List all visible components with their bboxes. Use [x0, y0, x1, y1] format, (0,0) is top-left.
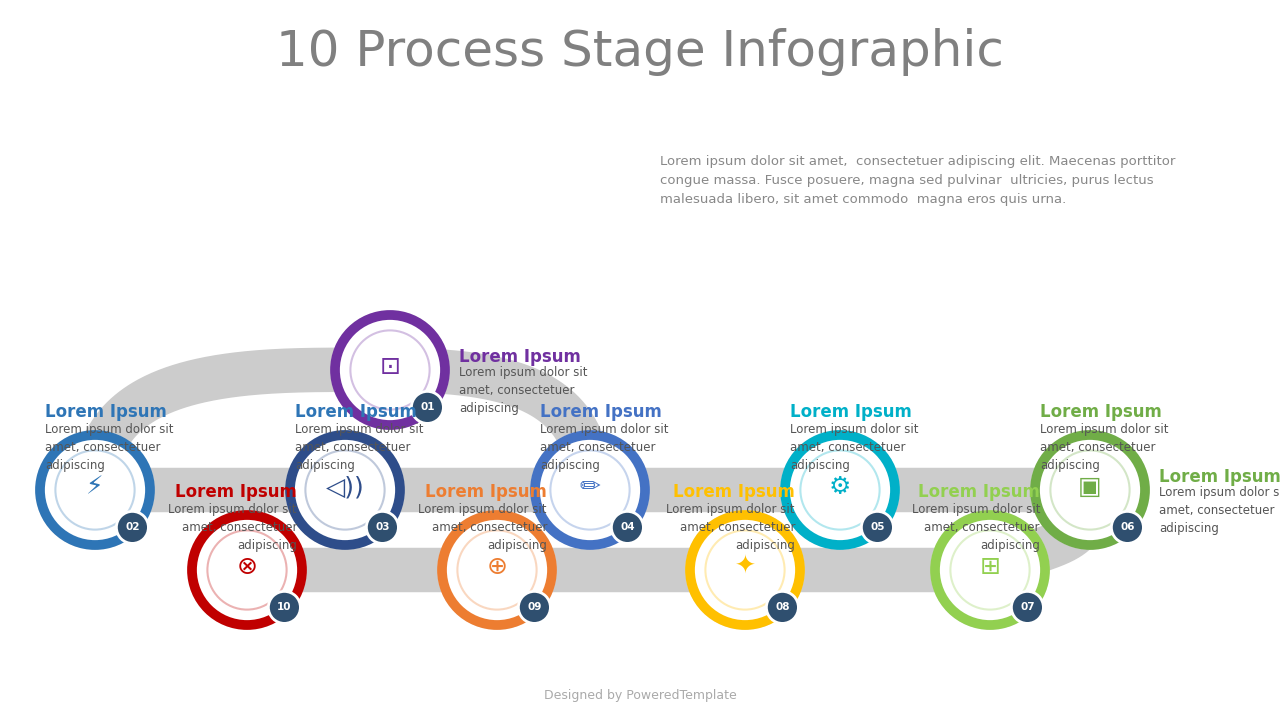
- Circle shape: [690, 515, 800, 625]
- Circle shape: [612, 511, 644, 544]
- Text: Lorem ipsum dolor sit
amet, consectetuer
adipiscing: Lorem ipsum dolor sit amet, consectetuer…: [790, 423, 919, 472]
- Text: 10 Process Stage Infographic: 10 Process Stage Infographic: [276, 28, 1004, 76]
- Text: Lorem Ipsum: Lorem Ipsum: [294, 403, 417, 421]
- Text: Lorem Ipsum: Lorem Ipsum: [175, 483, 297, 501]
- Circle shape: [188, 511, 306, 629]
- Text: 06: 06: [1120, 523, 1134, 532]
- Text: Designed by PoweredTemplate: Designed by PoweredTemplate: [544, 688, 736, 701]
- Text: Lorem ipsum dolor sit
amet, consectetuer
adipiscing: Lorem ipsum dolor sit amet, consectetuer…: [419, 503, 547, 552]
- Text: Lorem Ipsum: Lorem Ipsum: [45, 403, 166, 421]
- Circle shape: [192, 515, 302, 625]
- Text: ✏: ✏: [580, 475, 600, 499]
- Text: ⚡: ⚡: [86, 475, 104, 499]
- Text: Lorem Ipsum: Lorem Ipsum: [1039, 403, 1162, 421]
- Circle shape: [269, 591, 301, 624]
- Text: Lorem ipsum dolor sit
amet, consectetuer
adipiscing: Lorem ipsum dolor sit amet, consectetuer…: [667, 503, 795, 552]
- Circle shape: [1036, 435, 1146, 545]
- Circle shape: [781, 431, 899, 549]
- Text: Lorem Ipsum: Lorem Ipsum: [460, 348, 581, 366]
- Text: 09: 09: [527, 603, 541, 613]
- Text: Lorem ipsum dolor sit
amet, consectetuer
adipiscing: Lorem ipsum dolor sit amet, consectetuer…: [540, 423, 668, 472]
- Circle shape: [767, 591, 799, 624]
- Text: Lorem Ipsum: Lorem Ipsum: [425, 483, 547, 501]
- Circle shape: [36, 431, 154, 549]
- Circle shape: [335, 315, 445, 425]
- Circle shape: [411, 392, 443, 423]
- Text: ⊡: ⊡: [379, 355, 401, 379]
- Text: Lorem Ipsum: Lorem Ipsum: [1158, 468, 1280, 486]
- Text: ⚙: ⚙: [829, 475, 851, 499]
- Text: Lorem ipsum dolor sit
amet, consectetuer
adipiscing: Lorem ipsum dolor sit amet, consectetuer…: [1039, 423, 1169, 472]
- Circle shape: [686, 511, 804, 629]
- Text: Lorem ipsum dolor sit amet,  consectetuer adipiscing elit. Maecenas porttitor
co: Lorem ipsum dolor sit amet, consectetuer…: [660, 155, 1175, 206]
- Text: ✦: ✦: [735, 555, 755, 579]
- Circle shape: [518, 591, 550, 624]
- Circle shape: [861, 511, 893, 544]
- Circle shape: [442, 515, 552, 625]
- Circle shape: [40, 435, 150, 545]
- Circle shape: [366, 511, 398, 544]
- Text: Lorem ipsum dolor sit
amet, consectetuer
adipiscing: Lorem ipsum dolor sit amet, consectetuer…: [294, 423, 424, 472]
- Circle shape: [1030, 431, 1149, 549]
- Text: 03: 03: [375, 523, 389, 532]
- Text: Lorem Ipsum: Lorem Ipsum: [790, 403, 911, 421]
- Text: ◁)): ◁)): [325, 475, 365, 499]
- Text: ⊕: ⊕: [486, 555, 507, 579]
- Circle shape: [1111, 511, 1143, 544]
- Text: Lorem ipsum dolor sit
amet, consectetuer
adipiscing: Lorem ipsum dolor sit amet, consectetuer…: [45, 423, 174, 472]
- Circle shape: [535, 435, 645, 545]
- Text: Lorem Ipsum: Lorem Ipsum: [918, 483, 1039, 501]
- Text: Lorem ipsum dolor sit
amet, consectetuer
adipiscing: Lorem ipsum dolor sit amet, consectetuer…: [911, 503, 1039, 552]
- Text: 02: 02: [125, 523, 140, 532]
- Text: 08: 08: [776, 603, 790, 613]
- Circle shape: [934, 515, 1044, 625]
- Text: Lorem Ipsum: Lorem Ipsum: [540, 403, 662, 421]
- Text: 10: 10: [278, 603, 292, 613]
- Text: Lorem Ipsum: Lorem Ipsum: [673, 483, 795, 501]
- Text: 05: 05: [870, 523, 884, 532]
- Text: ▣: ▣: [1078, 475, 1102, 499]
- Text: Lorem ipsum dolor sit
amet, consectetuer
adipiscing: Lorem ipsum dolor sit amet, consectetuer…: [460, 366, 588, 415]
- Circle shape: [332, 311, 449, 429]
- Circle shape: [285, 431, 404, 549]
- Text: 04: 04: [620, 523, 635, 532]
- Text: ⊗: ⊗: [237, 555, 257, 579]
- Circle shape: [291, 435, 399, 545]
- Text: Lorem ipsum dolor sit
amet, consectetuer
adipiscing: Lorem ipsum dolor sit amet, consectetuer…: [169, 503, 297, 552]
- Circle shape: [931, 511, 1050, 629]
- Circle shape: [1011, 591, 1043, 624]
- Circle shape: [785, 435, 895, 545]
- Text: Lorem ipsum dolor sit
amet, consectetuer
adipiscing: Lorem ipsum dolor sit amet, consectetuer…: [1158, 486, 1280, 535]
- Text: 07: 07: [1020, 603, 1034, 613]
- Text: 01: 01: [420, 402, 435, 413]
- Circle shape: [116, 511, 148, 544]
- Text: ⊞: ⊞: [979, 555, 1001, 579]
- Circle shape: [438, 511, 556, 629]
- Circle shape: [531, 431, 649, 549]
